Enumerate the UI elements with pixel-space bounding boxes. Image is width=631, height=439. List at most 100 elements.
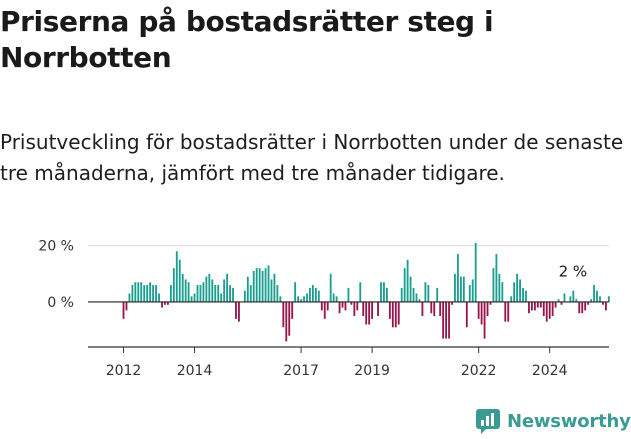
bar: [187, 282, 190, 302]
bar: [525, 290, 527, 302]
bar: [454, 273, 456, 302]
bar: [208, 273, 211, 302]
bar: [554, 301, 557, 308]
bar: [326, 301, 329, 311]
bar: [181, 273, 184, 302]
bar: [439, 301, 442, 317]
bar: [335, 296, 338, 302]
bar: [312, 285, 314, 302]
bar: [599, 296, 601, 302]
bar-chart: 20 % 0 % 2012 2014 2017 2019 2022 2024 2 %: [38, 240, 610, 379]
bar: [590, 299, 593, 302]
bar: [468, 285, 471, 302]
bar: [297, 296, 300, 302]
bar: [175, 251, 178, 302]
bar: [536, 301, 539, 308]
x-tick-label: 2014: [177, 363, 213, 379]
bar: [409, 276, 412, 302]
bar: [356, 301, 359, 311]
bar: [146, 285, 149, 302]
x-axis-ticks: 2012 2014 2017 2019 2022 2024: [106, 347, 568, 379]
x-tick-label: 2012: [106, 363, 142, 379]
bar: [394, 301, 397, 328]
bar: [421, 301, 424, 317]
bar: [193, 293, 196, 302]
bar: [578, 301, 581, 314]
bar: [320, 301, 323, 311]
bar: [255, 268, 258, 302]
bar: [584, 301, 587, 311]
bar: [329, 273, 332, 302]
bar: [347, 287, 350, 302]
bar: [344, 301, 347, 311]
bar: [471, 279, 474, 302]
bar: [362, 301, 365, 317]
bar: [332, 293, 335, 302]
x-tick-label: 2022: [461, 363, 497, 379]
bar: [368, 301, 371, 325]
bar: [495, 254, 498, 302]
bar: [155, 285, 157, 302]
bar: [309, 287, 311, 302]
bar: [380, 282, 382, 302]
bar: [465, 301, 468, 328]
bar: [604, 301, 607, 311]
newsworthy-logo-icon: [476, 409, 500, 434]
bar: [385, 287, 388, 302]
bar: [486, 301, 489, 317]
bar: [137, 282, 140, 302]
bar: [220, 293, 223, 302]
bar: [377, 301, 379, 317]
bar: [445, 301, 448, 339]
x-tick-label: 2024: [532, 363, 568, 379]
bar: [128, 293, 131, 302]
bar: [587, 301, 590, 305]
bar: [353, 301, 356, 317]
bar: [412, 287, 415, 302]
bar: [528, 301, 530, 314]
bar: [602, 301, 604, 305]
bar: [575, 299, 578, 302]
bar: [199, 285, 202, 302]
bar: [507, 301, 510, 322]
bar: [391, 301, 394, 328]
bar: [596, 290, 598, 302]
bar: [279, 296, 282, 302]
bar: [498, 273, 501, 302]
bar: [371, 301, 374, 319]
bar: [178, 259, 181, 302]
bar: [442, 301, 445, 339]
bar: [581, 301, 584, 314]
bar: [557, 299, 560, 302]
bar: [415, 293, 418, 302]
bar: [238, 301, 240, 322]
bar: [477, 301, 480, 319]
bar: [288, 301, 291, 336]
bar: [397, 301, 400, 325]
bar: [572, 290, 575, 302]
bar: [131, 285, 134, 302]
bar: [143, 285, 146, 302]
bar: [457, 254, 459, 302]
bar: [433, 301, 436, 317]
bar: [196, 285, 199, 302]
x-tick-label: 2019: [354, 363, 390, 379]
y-tick-label: 0 %: [47, 295, 74, 311]
latest-value-label: 2 %: [559, 263, 588, 281]
bar: [560, 301, 563, 305]
bar: [323, 301, 326, 319]
bar: [418, 299, 421, 302]
bar: [522, 287, 524, 302]
bar: [607, 296, 610, 302]
bar: [169, 285, 172, 302]
bar: [291, 301, 294, 319]
bar: [226, 273, 229, 302]
bar: [350, 301, 353, 305]
bar: [261, 270, 264, 302]
bar: [400, 287, 403, 302]
chart-title: Priserna på bostadsrätter steg i Norrbot…: [0, 5, 494, 74]
brand-name: Newsworthy: [507, 410, 631, 432]
bar: [235, 301, 237, 319]
bar: [152, 285, 155, 302]
bar: [229, 285, 231, 302]
